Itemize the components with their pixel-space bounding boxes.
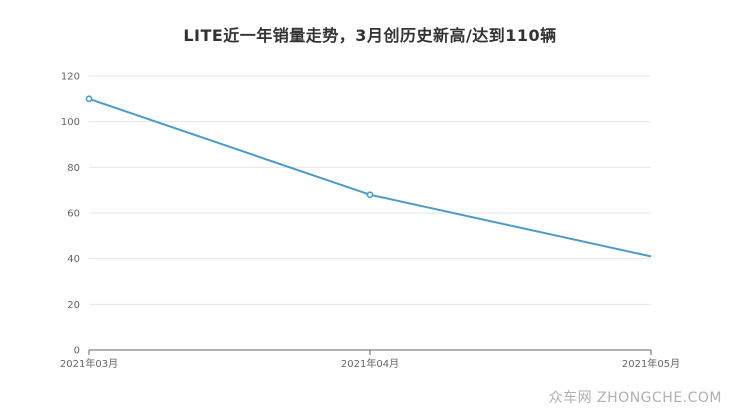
data-point-0[interactable] [85,95,93,103]
y-axis-ticks: 0 20 40 60 80 100 120 [61,72,80,357]
series-line-0 [88,97,652,258]
data-point-1[interactable] [366,191,374,199]
x-tick-label-1: 2021年04月 [341,357,399,370]
grid-lines [89,75,651,305]
y-tick-label-20: 20 [67,300,80,311]
chart-title: LITE近一年销量走势，3月创历史新高/达到110辆 [183,26,557,45]
y-tick-label-40: 40 [67,254,80,265]
y-tick-label-60: 60 [67,209,80,220]
series-group [85,95,652,258]
y-tick-label-120: 120 [61,72,80,83]
x-axis: 2021年03月 2021年04月 2021年05月 [60,349,680,370]
x-tick-label-0: 2021年03月 [60,357,118,370]
y-tick-label-100: 100 [61,117,80,128]
y-tick-label-80: 80 [67,163,80,174]
y-tick-label-0: 0 [74,346,80,357]
watermark: 众车网 ZHONGCHE.COM [548,390,722,406]
x-tick-label-2: 2021年05月 [622,357,680,370]
